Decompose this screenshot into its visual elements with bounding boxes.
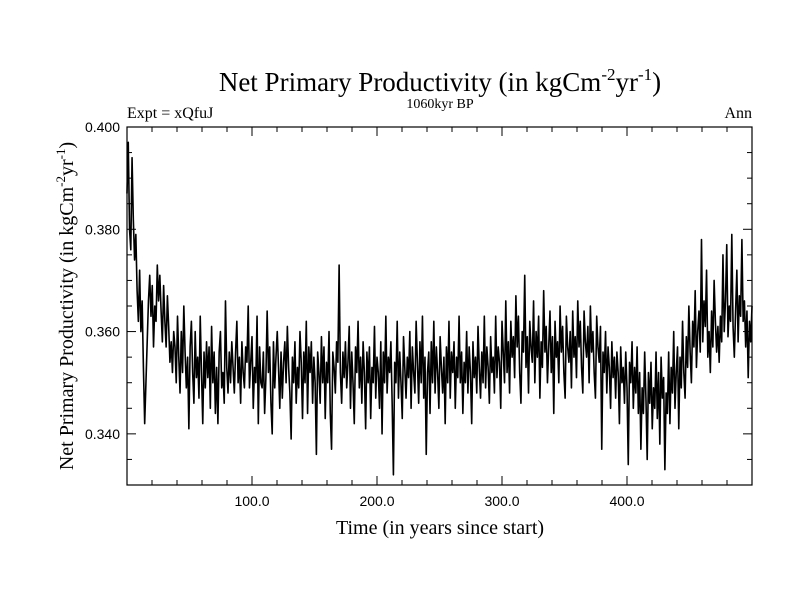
chart-title: Net Primary Productivity (in kgCm-2yr-1) [219, 65, 661, 97]
x-tick-label: 200.0 [359, 493, 394, 509]
y-tick-label: 0.360 [85, 324, 120, 340]
x-tick-label: 100.0 [234, 493, 269, 509]
experiment-label: Expt = xQfuJ [127, 105, 213, 122]
plot-frame [126, 126, 753, 486]
y-axis-label: Net Primary Productivity (in kgCm-2yr-1) [53, 142, 78, 470]
period-label: 1060kyr BP [406, 97, 474, 112]
npp-series-line [126, 141, 753, 476]
x-tick-label: 300.0 [484, 493, 519, 509]
y-tick-label: 0.340 [85, 426, 120, 442]
y-tick-label: 0.400 [85, 119, 120, 135]
season-label: Ann [724, 105, 752, 122]
y-axis: 0.340 0.360 0.380 0.400 [85, 119, 752, 486]
x-axis: 100.0 200.0 300.0 400.0 [151, 127, 728, 509]
y-tick-label: 0.380 [85, 221, 120, 237]
x-tick-label: 400.0 [609, 493, 644, 509]
x-axis-label: Time (in years since start) [336, 517, 544, 539]
